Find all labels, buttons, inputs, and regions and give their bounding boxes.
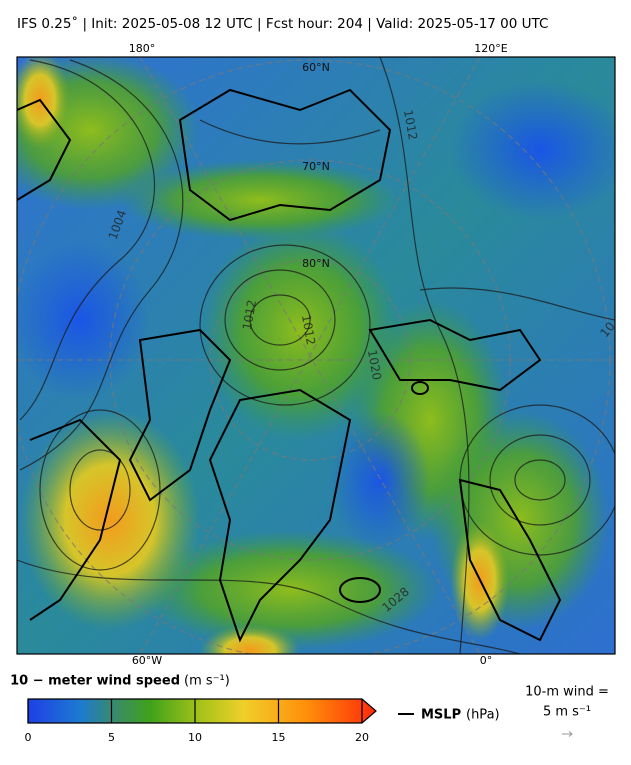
isobar: [199, 119, 381, 145]
colorbar-tick-label: 15: [272, 731, 286, 744]
colorbar-bar: [27, 698, 377, 724]
coastlines: [17, 88, 562, 643]
isobar: [489, 434, 591, 526]
title: IFS 0.25˚ | Init: 2025-05-08 12 UTC | Fc…: [17, 15, 548, 32]
isobar: [39, 409, 161, 571]
wind-field: [200, 625, 300, 654]
isobar: [19, 59, 184, 471]
graticule: [17, 57, 615, 654]
coastline: [458, 478, 562, 642]
colorbar-tick-label: 0: [25, 731, 32, 744]
coastline: [128, 328, 232, 502]
wind-field: [20, 410, 200, 630]
coastline: [29, 418, 122, 621]
colorbar-label: 10 − meter wind speed: [10, 674, 180, 689]
contour-label: 1012: [401, 109, 420, 142]
lat-label: 70°N: [302, 160, 330, 173]
coastline: [368, 318, 542, 392]
coastline: [411, 381, 429, 395]
lat-label: 80°N: [302, 257, 330, 270]
colorbar-tick-label: 20: [355, 731, 369, 744]
colorbar-tick-label: 10: [188, 731, 202, 744]
lat-label: 60°N: [302, 61, 330, 74]
isobar: [249, 294, 311, 346]
colorbar: 10 − meter wind speed (m s⁻¹) 0 5 10 15 20: [10, 674, 377, 744]
mslp-label: MSLP: [421, 708, 461, 723]
isobars: [17, 57, 615, 654]
contour-label: 1012: [240, 299, 259, 332]
wind-key-value: 5 m s⁻¹: [543, 705, 591, 720]
wind-field: [140, 530, 440, 650]
isobar: [199, 244, 371, 406]
graticule: [209, 259, 411, 461]
wind-field: [120, 160, 400, 240]
isobar: [19, 59, 155, 421]
isobar: [419, 287, 615, 321]
isobar: [17, 559, 521, 654]
wind-field: [450, 80, 615, 220]
wind-key-label: 10-m wind =: [525, 685, 609, 700]
graticule: [109, 159, 511, 561]
coastline: [208, 388, 352, 643]
graticule: [17, 59, 611, 654]
contour-label: 1012: [299, 314, 318, 347]
colorbar-unit: (m s⁻¹): [184, 674, 230, 689]
wind-key-arrow: [562, 731, 573, 737]
isobar: [69, 449, 131, 531]
coastline: [178, 88, 392, 222]
colorbar-tick-label: 5: [108, 731, 115, 744]
mslp-unit: (hPa): [466, 708, 500, 723]
coastline: [339, 577, 381, 603]
wind-field: [330, 410, 430, 550]
lon-label: 60°W: [132, 654, 162, 667]
wind-field: [200, 220, 400, 440]
coastline: [17, 98, 72, 201]
lon-label: 180°: [129, 42, 156, 55]
isobar: [514, 459, 566, 501]
map-frame: [16, 56, 616, 655]
map: 60°N 70°N 80°N 1004 1012 1012 1012 1020 …: [17, 57, 618, 654]
contour-label: 1020: [365, 349, 384, 382]
colorbar-ticks: 0 5 10 15 20: [25, 699, 369, 744]
contour-label: 10: [597, 319, 618, 340]
isobar: [224, 269, 336, 371]
lon-label: 120°E: [474, 42, 507, 55]
lon-label: 0°: [480, 654, 493, 667]
